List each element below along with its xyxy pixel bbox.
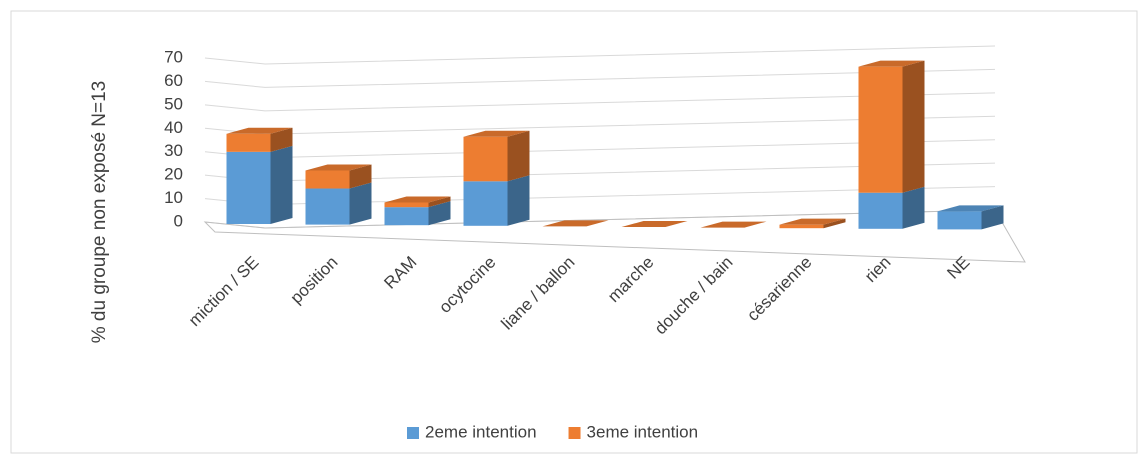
bar-top xyxy=(384,196,451,203)
y-tick-label: 20 xyxy=(164,165,183,184)
bar-top xyxy=(779,218,846,225)
bar-side xyxy=(981,205,1004,230)
bar-segment xyxy=(226,151,271,224)
bar-top xyxy=(463,130,530,137)
y-tick-label: 10 xyxy=(164,188,183,207)
bar-segment xyxy=(858,192,903,229)
floor xyxy=(203,209,1026,263)
bar-side xyxy=(507,130,530,182)
chart-border xyxy=(10,10,1138,454)
bar-segment xyxy=(858,66,903,193)
bar-segment xyxy=(937,211,982,230)
grid-line xyxy=(204,45,996,65)
bar-side xyxy=(270,145,293,224)
bar-segment xyxy=(463,136,508,182)
bar-side xyxy=(902,186,925,229)
bar-top xyxy=(621,221,688,227)
bar-side xyxy=(349,182,372,225)
bar-side xyxy=(902,60,925,193)
bar-segment xyxy=(384,202,429,208)
bar-side xyxy=(507,175,530,226)
bar-side xyxy=(823,218,846,229)
grid-line xyxy=(204,68,996,88)
bar-side xyxy=(428,196,451,208)
bar-segment xyxy=(463,181,508,226)
legend-label: 2eme intention xyxy=(425,422,537,441)
y-tick-label: 60 xyxy=(164,71,183,90)
bar-top xyxy=(858,60,925,67)
bar-segment xyxy=(226,133,271,152)
bar-segment xyxy=(384,207,429,226)
bar-top xyxy=(542,220,609,227)
grid-line xyxy=(204,92,996,112)
bar-top xyxy=(305,164,372,171)
bar-segment xyxy=(779,224,824,229)
bar-segment xyxy=(305,188,350,225)
legend-swatch xyxy=(407,427,419,439)
y-axis-label: % du groupe non exposé N=13 xyxy=(89,81,110,344)
bar-top xyxy=(226,127,293,134)
y-tick-label: 40 xyxy=(164,118,183,137)
y-tick-label: 70 xyxy=(164,47,183,66)
legend-label: 3eme intention xyxy=(587,422,699,441)
legend-swatch xyxy=(568,427,581,439)
bar-top xyxy=(700,221,767,228)
y-tick-label: 0 xyxy=(174,211,183,230)
bar-segment xyxy=(305,170,350,189)
bar-top xyxy=(937,205,1004,212)
bar-side xyxy=(349,164,372,189)
bar-side xyxy=(428,201,451,226)
y-tick-label: 30 xyxy=(164,141,183,160)
bar-side xyxy=(270,127,293,152)
y-tick-label: 50 xyxy=(164,94,183,113)
